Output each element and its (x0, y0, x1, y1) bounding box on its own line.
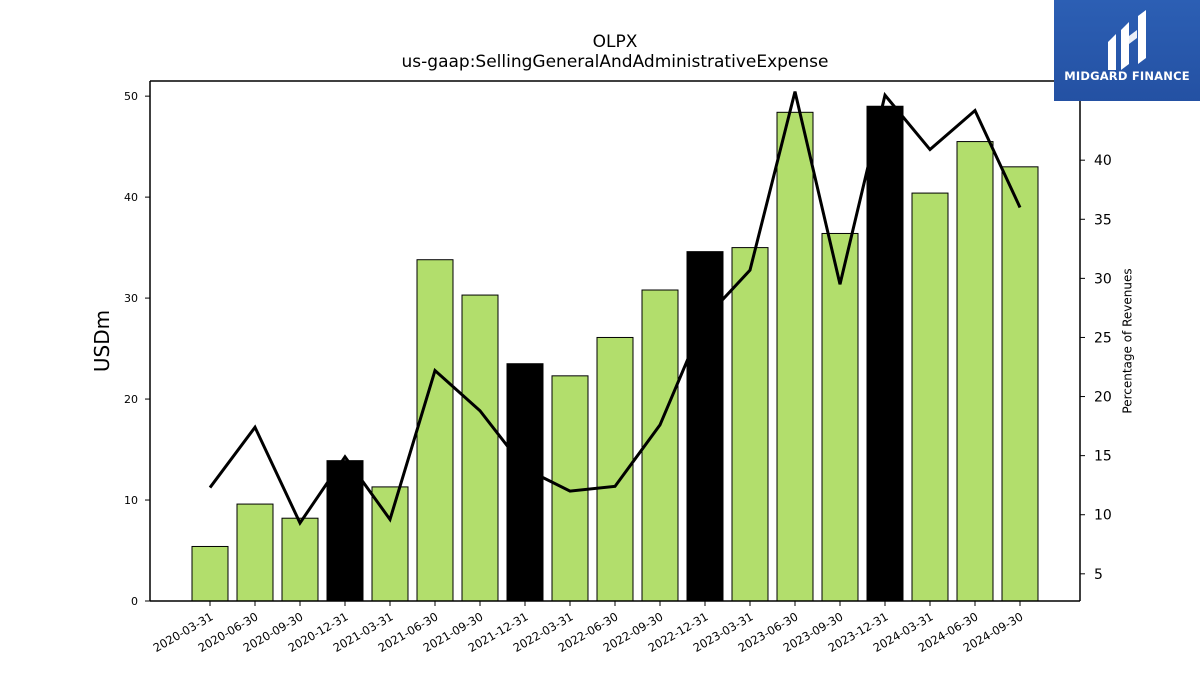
chart-subtitle: us-gaap:SellingGeneralAndAdministrativeE… (401, 52, 829, 72)
logo: MIDGARD FINANCE (1054, 0, 1200, 101)
y2-tick-label: 40 (1094, 153, 1112, 169)
y-tick-label: 30 (124, 292, 138, 305)
bar-2020-09-30 (281, 517, 319, 602)
chart-title: OLPX (592, 32, 638, 52)
y2-tick-label: 5 (1094, 567, 1103, 583)
y-tick-label: 10 (124, 494, 138, 507)
bar-2021-09-30 (461, 294, 499, 602)
bar-2021-12-31 (506, 363, 544, 602)
bar-2020-06-30 (236, 503, 274, 602)
y2-tick-label: 15 (1094, 449, 1112, 465)
bar-2023-12-31 (866, 105, 904, 602)
y-tick-label: 0 (131, 595, 138, 608)
bar-2023-03-31 (731, 247, 769, 602)
bar-2022-12-31 (686, 251, 724, 602)
y-tick-label: 40 (124, 191, 138, 204)
y2-tick-label: 35 (1094, 212, 1112, 228)
y-tick-label: 20 (124, 393, 138, 406)
bar-2023-06-30 (776, 111, 814, 602)
bar-2020-12-31 (326, 460, 364, 602)
bar-2024-03-31 (911, 192, 949, 602)
logo-text: MIDGARD FINANCE (1064, 69, 1190, 83)
y2-tick-label: 30 (1094, 271, 1112, 287)
y2-tick-label: 25 (1094, 330, 1112, 346)
bar-2022-09-30 (641, 289, 679, 602)
y-tick-label: 50 (124, 90, 138, 103)
bar-2021-06-30 (416, 259, 454, 602)
bar-2024-09-30 (1001, 166, 1039, 602)
midgard-logo-icon (1108, 10, 1146, 70)
y2-tick-label: 20 (1094, 390, 1112, 406)
bar-2024-06-30 (956, 141, 994, 602)
bar-2020-03-31 (191, 545, 229, 602)
bar-2023-09-30 (821, 232, 859, 602)
y2-tick-label: 10 (1094, 508, 1112, 524)
bar-2021-03-31 (371, 486, 409, 602)
